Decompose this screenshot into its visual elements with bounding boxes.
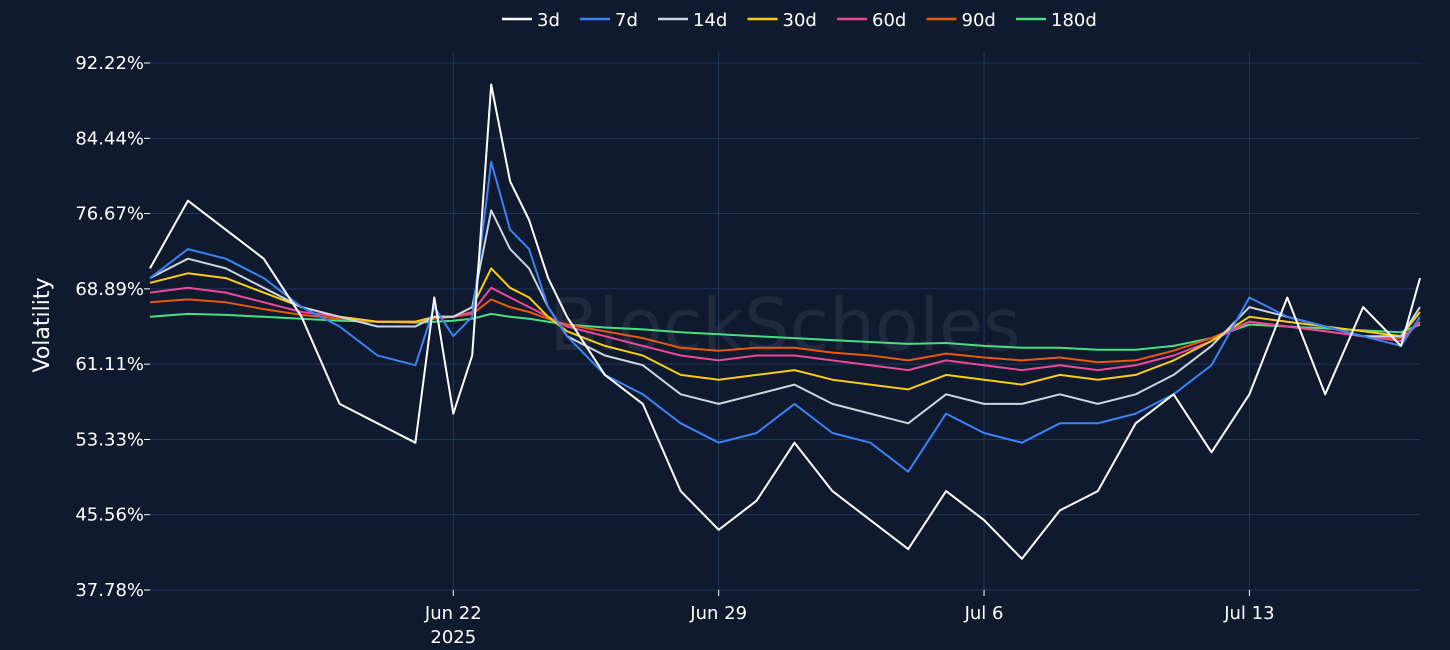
series-line-3d xyxy=(149,83,1421,560)
series-line-7d xyxy=(149,160,1421,473)
x-tick-sublabel: 2025 xyxy=(430,627,476,648)
legend-label-60d: 60d xyxy=(872,10,906,31)
y-axis-label: Volatility xyxy=(30,277,55,372)
y-tick-label: 53.33% xyxy=(75,429,144,450)
y-tick-label: 61.11% xyxy=(75,354,144,375)
series-line-30d xyxy=(149,267,1421,391)
y-tick-label: 92.22% xyxy=(75,53,144,74)
x-tick-label: Jun 29 xyxy=(689,603,747,624)
watermark: BlockScholes xyxy=(549,283,1021,367)
x-tick-label: Jul 6 xyxy=(964,603,1004,624)
y-tick-label: 68.89% xyxy=(75,279,144,300)
legend-label-7d: 7d xyxy=(615,10,638,31)
legend-label-180d: 180d xyxy=(1051,10,1097,31)
legend-label-90d: 90d xyxy=(962,10,996,31)
x-tick-label: Jun 22 xyxy=(424,603,482,624)
legend: 3d 7d 14d 30d 60d 90d 180d xyxy=(502,10,1097,31)
y-tick-label: 37.78% xyxy=(75,580,144,601)
y-tick-label: 45.56% xyxy=(75,505,144,526)
y-tick-label: 76.67% xyxy=(75,204,144,225)
legend-label-3d: 3d xyxy=(537,10,560,31)
legend-label-14d: 14d xyxy=(693,10,727,31)
legend-label-30d: 30d xyxy=(783,10,817,31)
x-tick-label: Jul 13 xyxy=(1223,603,1274,624)
x-axis-ticks: Jun 22 2025 Jun 29 Jul 6 Jul 13 xyxy=(424,590,1275,648)
grid-lines xyxy=(150,52,1420,591)
series-lines xyxy=(149,83,1421,560)
y-tick-label: 84.44% xyxy=(75,128,144,149)
series-line-14d xyxy=(149,209,1421,425)
y-axis-ticks: 92.22% 84.44% 76.67% 68.89% 61.11% 53.33% 45.5… xyxy=(75,53,150,601)
